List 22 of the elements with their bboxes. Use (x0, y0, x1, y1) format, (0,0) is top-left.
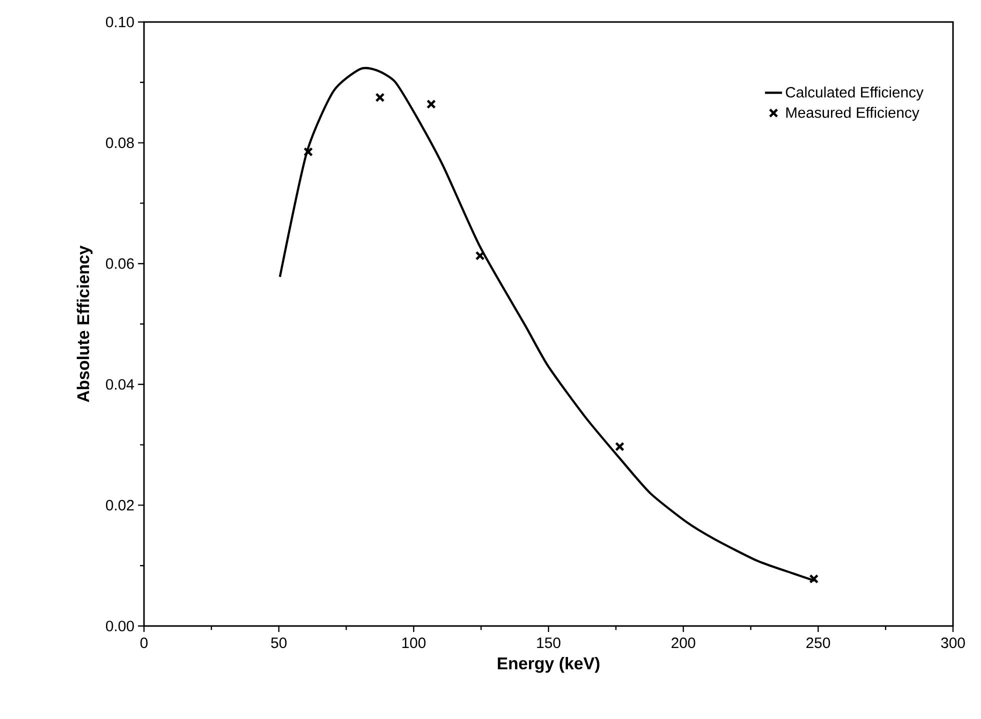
legend-label: Calculated Efficiency (786, 86, 924, 101)
x-tick-label: 100 (402, 638, 426, 648)
point (304, 147, 313, 157)
y-tick-label: 0.10 (106, 16, 134, 28)
y-tick-label: 0.08 (106, 138, 134, 148)
x-tick-label: 200 (672, 638, 696, 648)
point (375, 92, 385, 102)
point (426, 99, 436, 109)
point (614, 442, 624, 452)
x-tick-label: 0 (140, 638, 148, 648)
x-axis-title: Energy (keV) (498, 656, 600, 673)
x-tick-label: 300 (941, 638, 965, 648)
y-axis-title: Absolute Efficiency (76, 246, 93, 402)
point (475, 251, 485, 260)
x-tick-label: 250 (806, 638, 830, 648)
x-tick-label: 150 (537, 638, 560, 648)
y-tick-label: 0.00 (106, 620, 134, 632)
legend-label: Measured Efficiency (786, 106, 920, 121)
x-tick-label: 50 (271, 638, 287, 648)
y-tick-label: 0.04 (106, 379, 134, 390)
y-tick-label: 0.06 (106, 258, 134, 269)
y-tick-label: 0.02 (106, 500, 134, 510)
